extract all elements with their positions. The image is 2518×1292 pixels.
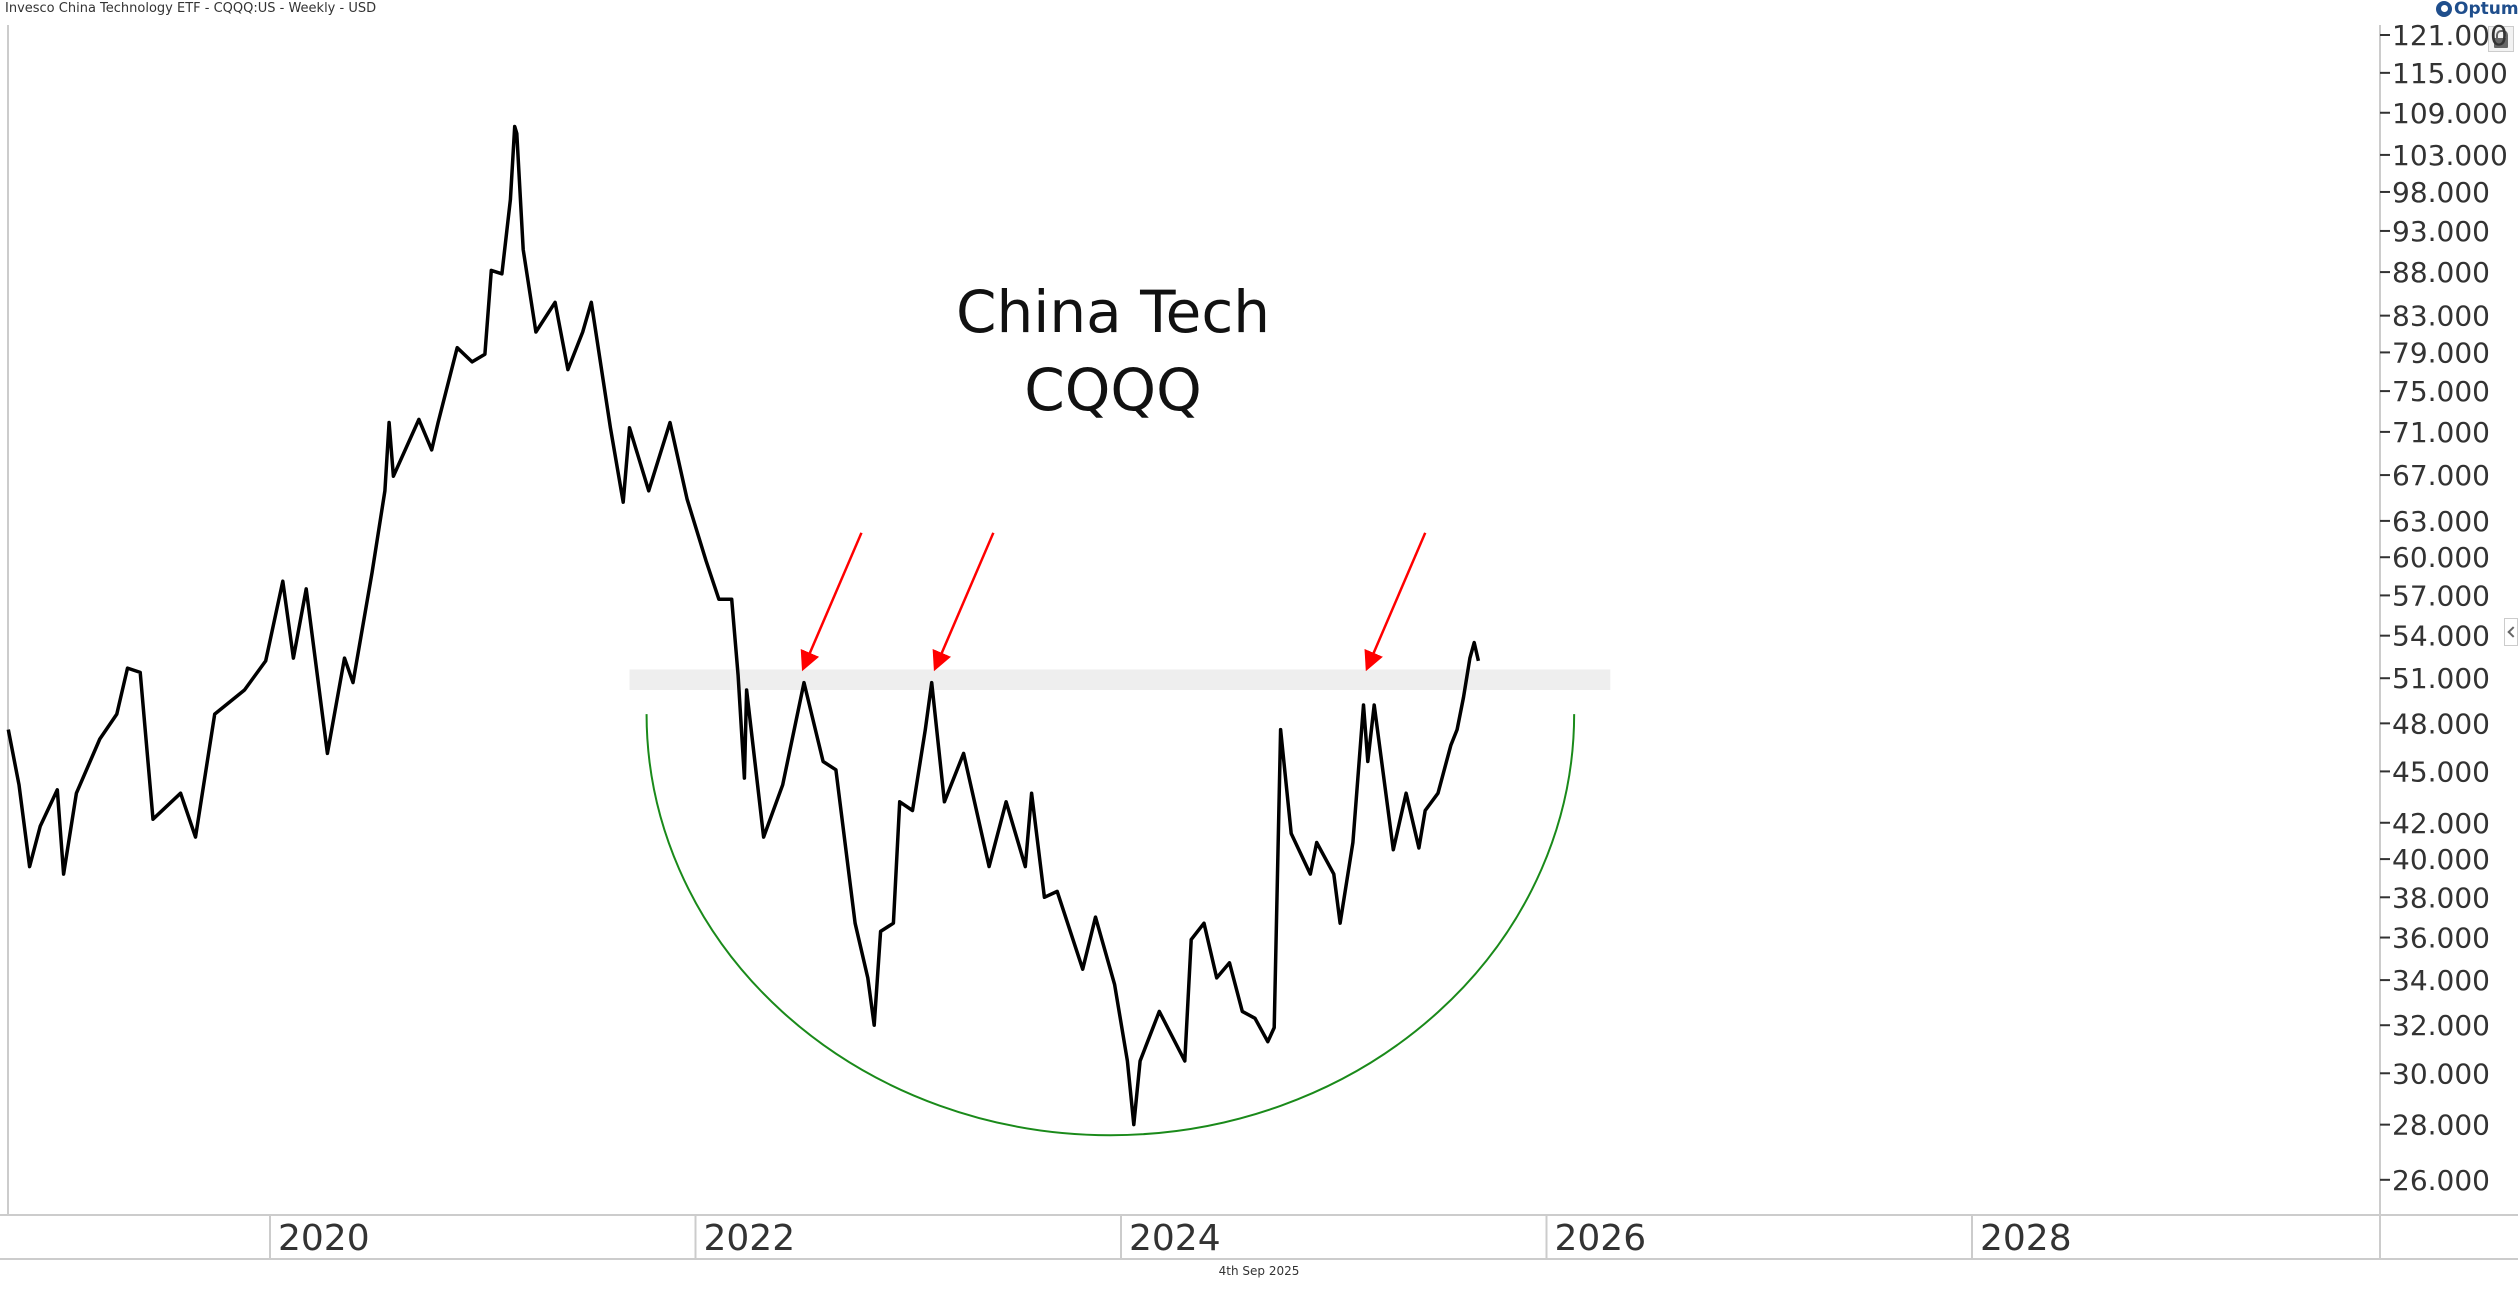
price-line [6, 124, 1481, 1127]
y-tick-label: 42.000 [2392, 807, 2490, 840]
y-tick-label: 109.000 [2392, 97, 2508, 130]
rounding-bottom-arc [645, 714, 1576, 1137]
y-tick-label: 79.000 [2392, 336, 2490, 369]
y-tick-label: 30.000 [2392, 1057, 2490, 1090]
y-tick-label: 67.000 [2392, 459, 2490, 492]
y-tick-label: 115.000 [2392, 57, 2508, 90]
x-tick-label: 2020 [278, 1218, 370, 1259]
resistance-band [629, 669, 1611, 690]
chart-title: China Tech [956, 278, 1270, 346]
optuma-logo-text: Optuma [2454, 0, 2518, 19]
y-tick-label: 71.000 [2392, 416, 2490, 449]
optuma-logo: Optuma [2436, 0, 2518, 18]
lock-icon[interactable] [2488, 26, 2514, 52]
y-tick-label: 36.000 [2392, 922, 2490, 955]
footer-date: 4th Sep 2025 [1218, 1264, 1300, 1278]
y-tick-label: 28.000 [2392, 1109, 2490, 1142]
y-tick-label: 121.000 [2392, 19, 2508, 52]
y-tick-label: 40.000 [2392, 843, 2490, 876]
lock-body [2494, 38, 2508, 48]
optuma-logo-mark [2436, 1, 2452, 17]
x-tick-label: 2022 [704, 1218, 796, 1259]
y-tick-label: 88.000 [2392, 256, 2490, 289]
y-tick-label: 93.000 [2392, 215, 2490, 248]
annotation-arrow-1 [800, 532, 863, 672]
y-tick-label: 32.000 [2392, 1009, 2490, 1042]
y-tick-label: 34.000 [2392, 964, 2490, 997]
y-tick-label: 45.000 [2392, 755, 2490, 788]
annotation-arrow-2 [932, 532, 995, 672]
y-tick-label: 51.000 [2392, 662, 2490, 695]
y-tick-label: 26.000 [2392, 1164, 2490, 1197]
y-tick-label: 75.000 [2392, 375, 2490, 408]
chart-header-title: Invesco China Technology ETF - CQQQ:US -… [5, 1, 377, 16]
y-tick-label: 98.000 [2392, 176, 2490, 209]
y-tick-label: 38.000 [2392, 881, 2490, 914]
y-tick-label: 48.000 [2392, 707, 2490, 740]
y-tick-label: 54.000 [2392, 620, 2490, 653]
y-tick-label: 83.000 [2392, 300, 2490, 333]
y-tick-label: 57.000 [2392, 579, 2490, 612]
y-tick-label: 63.000 [2392, 505, 2490, 538]
x-tick-label: 2026 [1555, 1218, 1647, 1259]
x-tick-label: 2028 [1980, 1218, 2072, 1259]
annotation-arrow-3 [1364, 532, 1427, 672]
x-tick-label: 2024 [1129, 1218, 1221, 1259]
y-tick-label: 60.000 [2392, 541, 2490, 574]
lock-shackle [2496, 30, 2508, 40]
chart-subtitle: CQQQ [1024, 356, 1201, 424]
y-tick-label: 103.000 [2392, 139, 2508, 172]
